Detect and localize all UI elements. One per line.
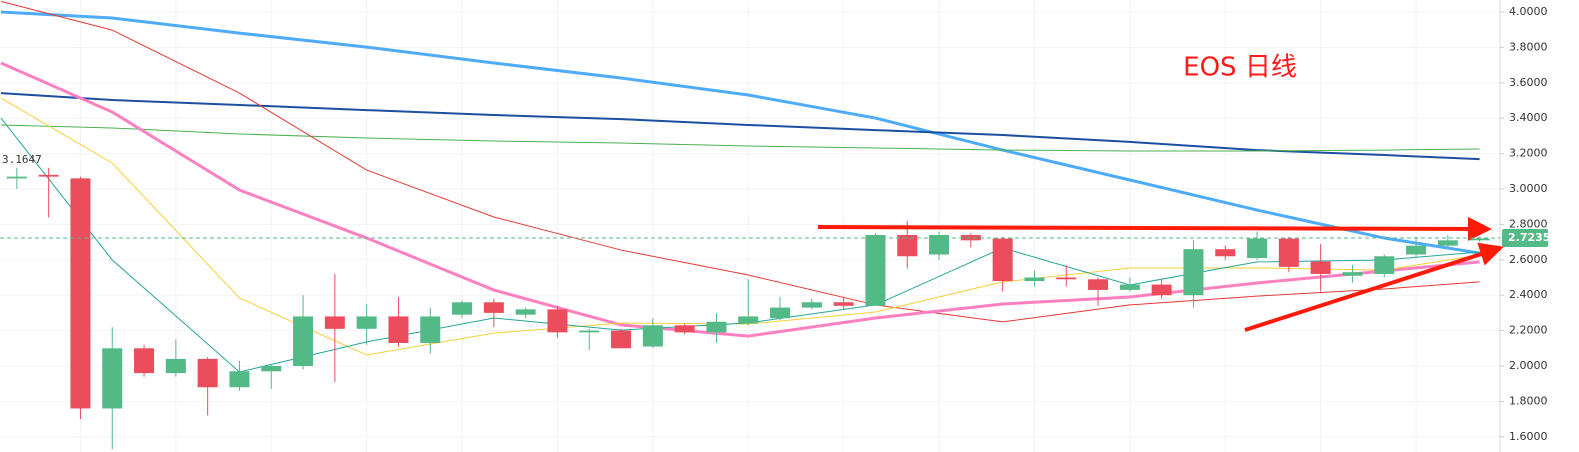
candle-body — [229, 371, 250, 388]
y-tick-label: 4.0000 — [1509, 5, 1548, 18]
candle-body — [1215, 249, 1236, 257]
candle-body — [1406, 245, 1427, 255]
candle-body — [6, 176, 27, 179]
y-tick-label: 1.8000 — [1509, 394, 1548, 407]
y-tick-label: 3.2000 — [1509, 147, 1548, 160]
candle-body — [1437, 240, 1458, 246]
candle-body — [1278, 238, 1299, 267]
last-price-box — [1502, 228, 1548, 247]
candle-body — [1119, 284, 1140, 290]
candle-body — [770, 307, 791, 319]
y-tick-label: 2.2000 — [1509, 324, 1548, 337]
moving-average-line — [0, 61, 1480, 338]
chart-title: EOS 日线 — [1183, 53, 1297, 83]
candle-body — [70, 178, 91, 409]
y-tick-label: 2.8000 — [1509, 217, 1548, 230]
candle-body — [1183, 249, 1204, 296]
candle-body — [38, 174, 59, 177]
candle-body — [960, 235, 981, 241]
candle-body — [801, 302, 822, 308]
price-axis: 4.0000 3.8000 3.6000 3.4000 3.2000 3.0000 2.80… — [1500, 5, 1548, 443]
moving-average-line — [0, 10, 1480, 255]
last-price-label: 2.7235 — [1508, 231, 1550, 244]
candle-body — [929, 235, 950, 255]
candle-body — [865, 235, 886, 306]
candle-body — [1151, 284, 1172, 296]
candle-body — [388, 316, 409, 343]
candle-body — [897, 235, 918, 257]
y-tick-label: 2.0000 — [1509, 359, 1548, 372]
candle-body — [738, 316, 759, 324]
candle-body — [706, 321, 727, 333]
y-tick-label: 1.6000 — [1509, 430, 1548, 443]
y-tick-label: 3.8000 — [1509, 40, 1548, 53]
candle-body — [197, 358, 218, 388]
moving-average-line — [0, 124, 1480, 152]
candle-body — [102, 348, 123, 409]
candle-body — [420, 316, 441, 343]
y-tick-label: 2.6000 — [1509, 253, 1548, 266]
y-tick-label: 3.0000 — [1509, 182, 1548, 195]
moving-average-line — [0, 0, 1480, 323]
candle-body — [483, 302, 504, 313]
candle-body — [1088, 279, 1109, 290]
candle-body — [833, 302, 854, 306]
candle-body — [1056, 277, 1077, 280]
candle-body — [356, 316, 377, 329]
candle-body — [452, 302, 473, 315]
candle-body — [611, 330, 632, 349]
grid — [0, 0, 1500, 452]
high-label: 3.1647 — [2, 153, 42, 166]
candle-body — [1342, 272, 1363, 276]
candle-body — [1310, 261, 1331, 274]
candle-body — [1247, 238, 1268, 259]
candle-body — [1024, 277, 1045, 282]
moving-average-line — [0, 92, 1480, 161]
y-tick-label: 2.4000 — [1509, 288, 1548, 301]
annotation-arrow — [817, 216, 1492, 241]
y-tick-label: 3.6000 — [1509, 76, 1548, 89]
candles — [6, 167, 1490, 450]
candle-body — [579, 330, 600, 333]
annotation-arrow — [1244, 242, 1504, 332]
price-markers: 2.7235 3.1647 — [0, 153, 1550, 247]
candle-body — [1374, 256, 1395, 274]
candle-body — [261, 365, 282, 372]
candle-body — [642, 325, 663, 347]
y-tick-label: 3.4000 — [1509, 111, 1548, 124]
candle-body — [134, 348, 155, 374]
candle-body — [515, 309, 536, 315]
candle-body — [674, 325, 695, 333]
candle-body — [1469, 238, 1490, 241]
candle-body — [547, 309, 568, 333]
candle-body — [992, 238, 1013, 282]
candle-body — [324, 316, 345, 329]
candle-body — [293, 316, 314, 366]
candle-body — [165, 358, 186, 374]
